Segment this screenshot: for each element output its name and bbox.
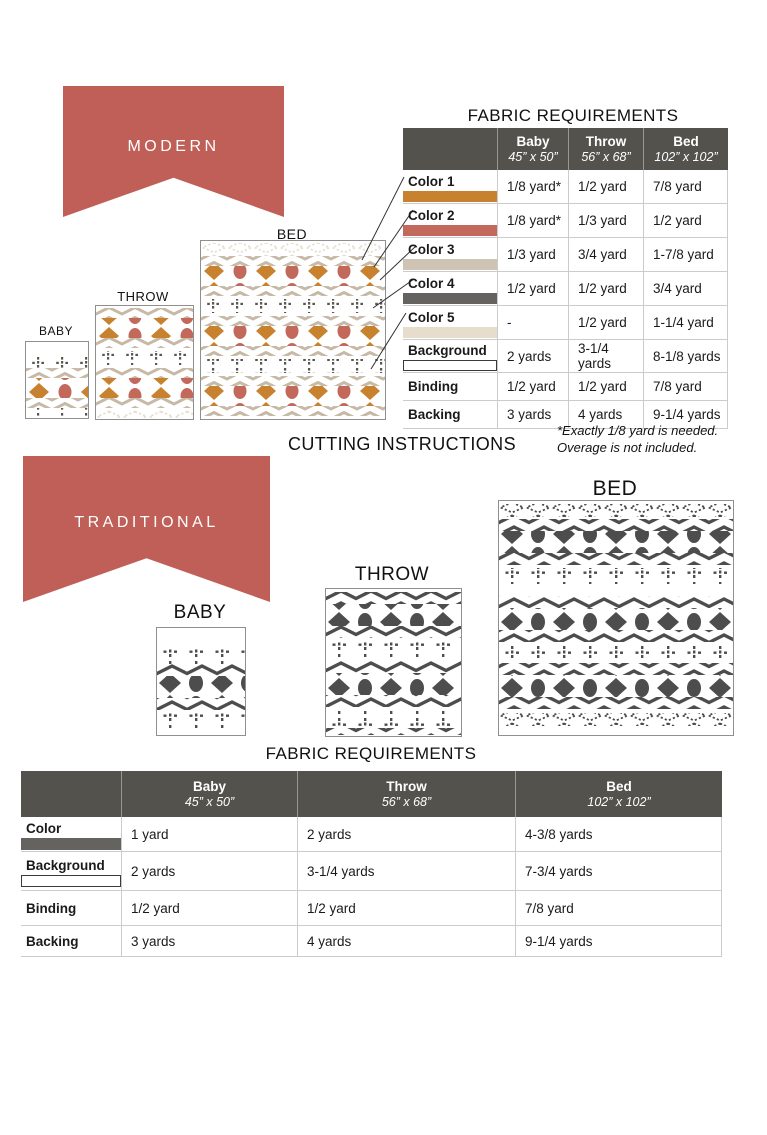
traditional-section-banner: TRADITIONAL xyxy=(23,456,270,602)
fabric-row-color-5: Color 5 - 1/2 yard 1-1/4 yard xyxy=(403,305,728,339)
traditional-header-baby: Baby 45” x 50” xyxy=(121,771,297,817)
traditional-bed-quilt-image xyxy=(498,500,734,736)
traditional-baby-quilt-image xyxy=(156,627,246,736)
modern-header-bed: Bed 102” x 102” xyxy=(643,128,728,170)
traditional-header-bed: Bed 102” x 102” xyxy=(515,771,722,817)
color-1-swatch xyxy=(403,190,497,202)
modern-table-header: Baby 45” x 50” Throw 56” x 68” Bed 102” … xyxy=(403,128,728,170)
modern-section-banner: MODERN xyxy=(63,86,284,217)
color-4-swatch xyxy=(403,292,497,304)
traditional-banner-label: TRADITIONAL xyxy=(74,514,219,531)
fabric-row-color-4: Color 4 1/2 yard 1/2 yard 3/4 yard xyxy=(403,271,728,305)
modern-baby-quilt-label: BABY xyxy=(38,324,73,338)
fabric-row-background: Background 2 yards 3-1/4 yards 8-1/8 yar… xyxy=(403,339,728,372)
trad-background-swatch xyxy=(21,874,121,887)
modern-header-throw: Throw 56” x 68” xyxy=(568,128,643,170)
trad-row-background: Background 2 yards 3-1/4 yards 7-3/4 yar… xyxy=(21,851,722,890)
trad-row-binding: Binding 1/2 yard 1/2 yard 7/8 yard xyxy=(21,890,722,925)
traditional-header-corner xyxy=(21,771,121,817)
trad-row-color: Color 1 yard 2 yards 4-3/8 yards xyxy=(21,817,722,851)
traditional-header-throw: Throw 56” x 68” xyxy=(297,771,515,817)
traditional-bed-quilt-label: BED xyxy=(592,477,638,500)
modern-header-baby: Baby 45” x 50” xyxy=(497,128,568,170)
fabric-row-color-3: Color 3 1/3 yard 3/4 yard 1-7/8 yard xyxy=(403,237,728,271)
modern-fabric-requirements-title: FABRIC REQUIREMENTS xyxy=(467,106,679,125)
traditional-throw-quilt-label: THROW xyxy=(354,564,430,585)
footnote: *Exactly 1/8 yard is needed. Overage is … xyxy=(557,423,719,455)
modern-throw-quilt-image xyxy=(95,305,194,420)
fabric-row-backing: Backing 3 yards 4 yards 9-1/4 yards xyxy=(403,400,728,428)
modern-bed-quilt-label: BED xyxy=(276,226,308,242)
modern-bed-quilt-image xyxy=(200,240,386,420)
traditional-fabric-table: Baby 45” x 50” Throw 56” x 68” Bed 102” … xyxy=(21,771,722,957)
traditional-table-header: Baby 45” x 50” Throw 56” x 68” Bed 102” … xyxy=(21,771,722,817)
trad-row-backing: Backing 3 yards 4 yards 9-1/4 yards xyxy=(21,925,722,956)
traditional-fabric-requirements-title: FABRIC REQUIREMENTS xyxy=(265,744,477,763)
fabric-row-color-1: Color 1 1/8 yard* 1/2 yard 7/8 yard xyxy=(403,170,728,203)
fabric-row-binding: Binding 1/2 yard 1/2 yard 7/8 yard xyxy=(403,372,728,400)
background-swatch xyxy=(403,360,497,371)
trad-color-swatch xyxy=(21,837,121,850)
modern-throw-quilt-label: THROW xyxy=(117,289,169,304)
traditional-baby-quilt-label: BABY xyxy=(173,602,227,623)
modern-header-corner xyxy=(403,128,497,170)
modern-banner-label: MODERN xyxy=(127,138,220,155)
color-5-swatch xyxy=(403,326,497,338)
color-2-swatch xyxy=(403,224,497,236)
fabric-row-color-2: Color 2 1/8 yard* 1/3 yard 1/2 yard xyxy=(403,203,728,237)
modern-baby-quilt-image xyxy=(25,341,89,419)
modern-fabric-table: Baby 45” x 50” Throw 56” x 68” Bed 102” … xyxy=(403,128,728,429)
color-3-swatch xyxy=(403,258,497,270)
cutting-instructions-heading: CUTTING INSTRUCTIONS xyxy=(288,434,516,454)
traditional-throw-quilt-image xyxy=(325,588,462,737)
